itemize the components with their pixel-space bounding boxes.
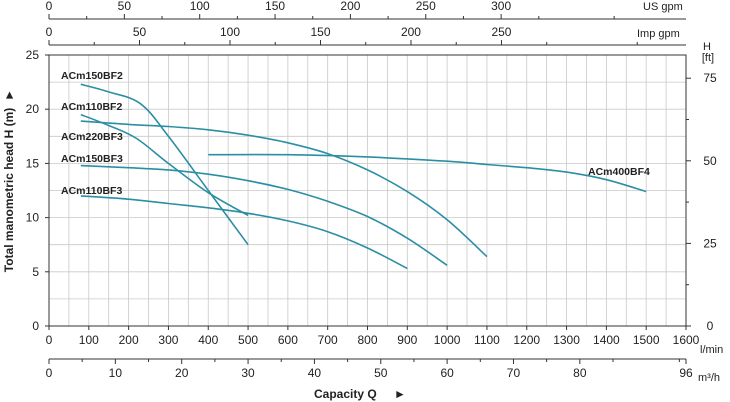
lmin-tick-label: 200 — [119, 333, 139, 347]
series-label-acm220bf3: ACm220BF3 — [61, 131, 123, 143]
m3h-tick-label: 20 — [175, 366, 189, 380]
lmin-tick-label: 600 — [278, 333, 298, 347]
lmin-tick-label: 400 — [198, 333, 218, 347]
head-m-tick-label: 15 — [26, 156, 40, 170]
series-acm150bf2 — [80, 83, 249, 246]
lmin-unit: l/min — [700, 344, 723, 356]
series-acm150bf3 — [80, 164, 448, 266]
m3h-tick-label: 50 — [374, 366, 388, 380]
us-gpm-tick-label: 300 — [491, 0, 511, 13]
series-label-acm400bf4: ACm400BF4 — [588, 166, 650, 178]
head-m-tick-label: 0 — [32, 319, 39, 333]
imp-gpm-tick-label: 150 — [310, 25, 330, 39]
x-axis-arrow: ► — [394, 387, 406, 401]
us-gpm-tick-label: 250 — [416, 0, 436, 13]
series-labels: ACm150BF2 ACm110BF2 ACm220BF3 ACm150BF3 ACm1… — [61, 70, 650, 197]
imp-gpm-tick-label: 50 — [133, 25, 147, 39]
head-ft-tick-label: 50 — [703, 154, 717, 168]
y-axis-arrow: ► — [2, 89, 16, 101]
imp-gpm-tick-label: 250 — [491, 25, 511, 39]
lmin-tick-label: 1100 — [474, 333, 500, 347]
x-axis-title: Capacity Q — [314, 387, 377, 401]
lmin-tick-label: 800 — [357, 333, 377, 347]
us-gpm-unit: US gpm — [643, 1, 683, 13]
head-m-tick-label: 10 — [26, 211, 40, 225]
imp-gpm-tick-label: 200 — [401, 25, 421, 39]
imp-gpm-tick-label: 0 — [46, 25, 53, 39]
lmin-tick-label: 300 — [158, 333, 178, 347]
us-gpm-tick-label: 200 — [340, 0, 360, 13]
series-label-acm110bf2: ACm110BF2 — [61, 101, 122, 113]
series-acm110bf2 — [80, 113, 249, 217]
lmin-tick-label: 1000 — [434, 333, 461, 347]
m3h-tick-label: 80 — [573, 366, 587, 380]
lmin-tick-label: 1300 — [553, 333, 580, 347]
lmin-tick-label: 1200 — [513, 333, 540, 347]
us-gpm-tick-label: 100 — [190, 0, 210, 13]
head-ft-unit-top: H — [703, 41, 711, 53]
head-ft-unit-bottom: [ft] — [702, 52, 714, 64]
lmin-tick-label: 500 — [238, 333, 258, 347]
grid — [49, 55, 686, 326]
head-ft-tick-label: 75 — [703, 71, 717, 85]
series-label-acm150bf3: ACm150BF3 — [61, 153, 123, 165]
us-gpm-tick-label: 150 — [265, 0, 285, 13]
m3h-tick-label: 40 — [308, 366, 322, 380]
series-acm220bf3 — [80, 120, 488, 258]
series-label-acm150bf2: ACm150BF2 — [61, 70, 123, 82]
imp-gpm-unit: Imp gpm — [637, 28, 680, 40]
head-m-tick-label: 20 — [26, 102, 40, 116]
lmin-tick-label: 1600 — [673, 333, 700, 347]
series-label-acm110bf3: ACm110BF3 — [61, 185, 122, 197]
head-ft-tick-label: 25 — [703, 236, 717, 250]
head-m-tick-label: 25 — [26, 48, 40, 62]
us-gpm-tick-label: 0 — [46, 0, 53, 13]
m3h-tick-label: 10 — [109, 366, 123, 380]
m3h-tick-label: 0 — [46, 366, 53, 380]
series-acm110bf3 — [80, 195, 408, 270]
lmin-tick-label: 700 — [318, 333, 338, 347]
lmin-tick-label: 1500 — [633, 333, 660, 347]
lmin-tick-label: 0 — [46, 333, 53, 347]
axis-ticks: 0 100 200 300 400 500 600 700 800 900 1000 1100 1200… — [26, 0, 717, 380]
m3h-tick-label: 70 — [507, 366, 521, 380]
lmin-tick-label: 100 — [79, 333, 99, 347]
head-ft-tick-label: 0 — [707, 319, 714, 333]
m3h-tick-label: 96 — [679, 366, 693, 380]
m3h-tick-label: 30 — [241, 366, 255, 380]
head-m-tick-label: 5 — [32, 265, 39, 279]
lmin-tick-label: 900 — [397, 333, 417, 347]
lmin-tick-label: 1400 — [593, 333, 620, 347]
y-axis-title: Total manometric head H (m) — [2, 108, 16, 272]
series-acm400bf4 — [208, 153, 647, 193]
us-gpm-tick-label: 50 — [118, 0, 132, 13]
imp-gpm-tick-label: 100 — [220, 25, 240, 39]
series-group — [80, 83, 647, 270]
m3h-tick-label: 60 — [440, 366, 454, 380]
m3h-unit: m³/h — [698, 372, 720, 384]
